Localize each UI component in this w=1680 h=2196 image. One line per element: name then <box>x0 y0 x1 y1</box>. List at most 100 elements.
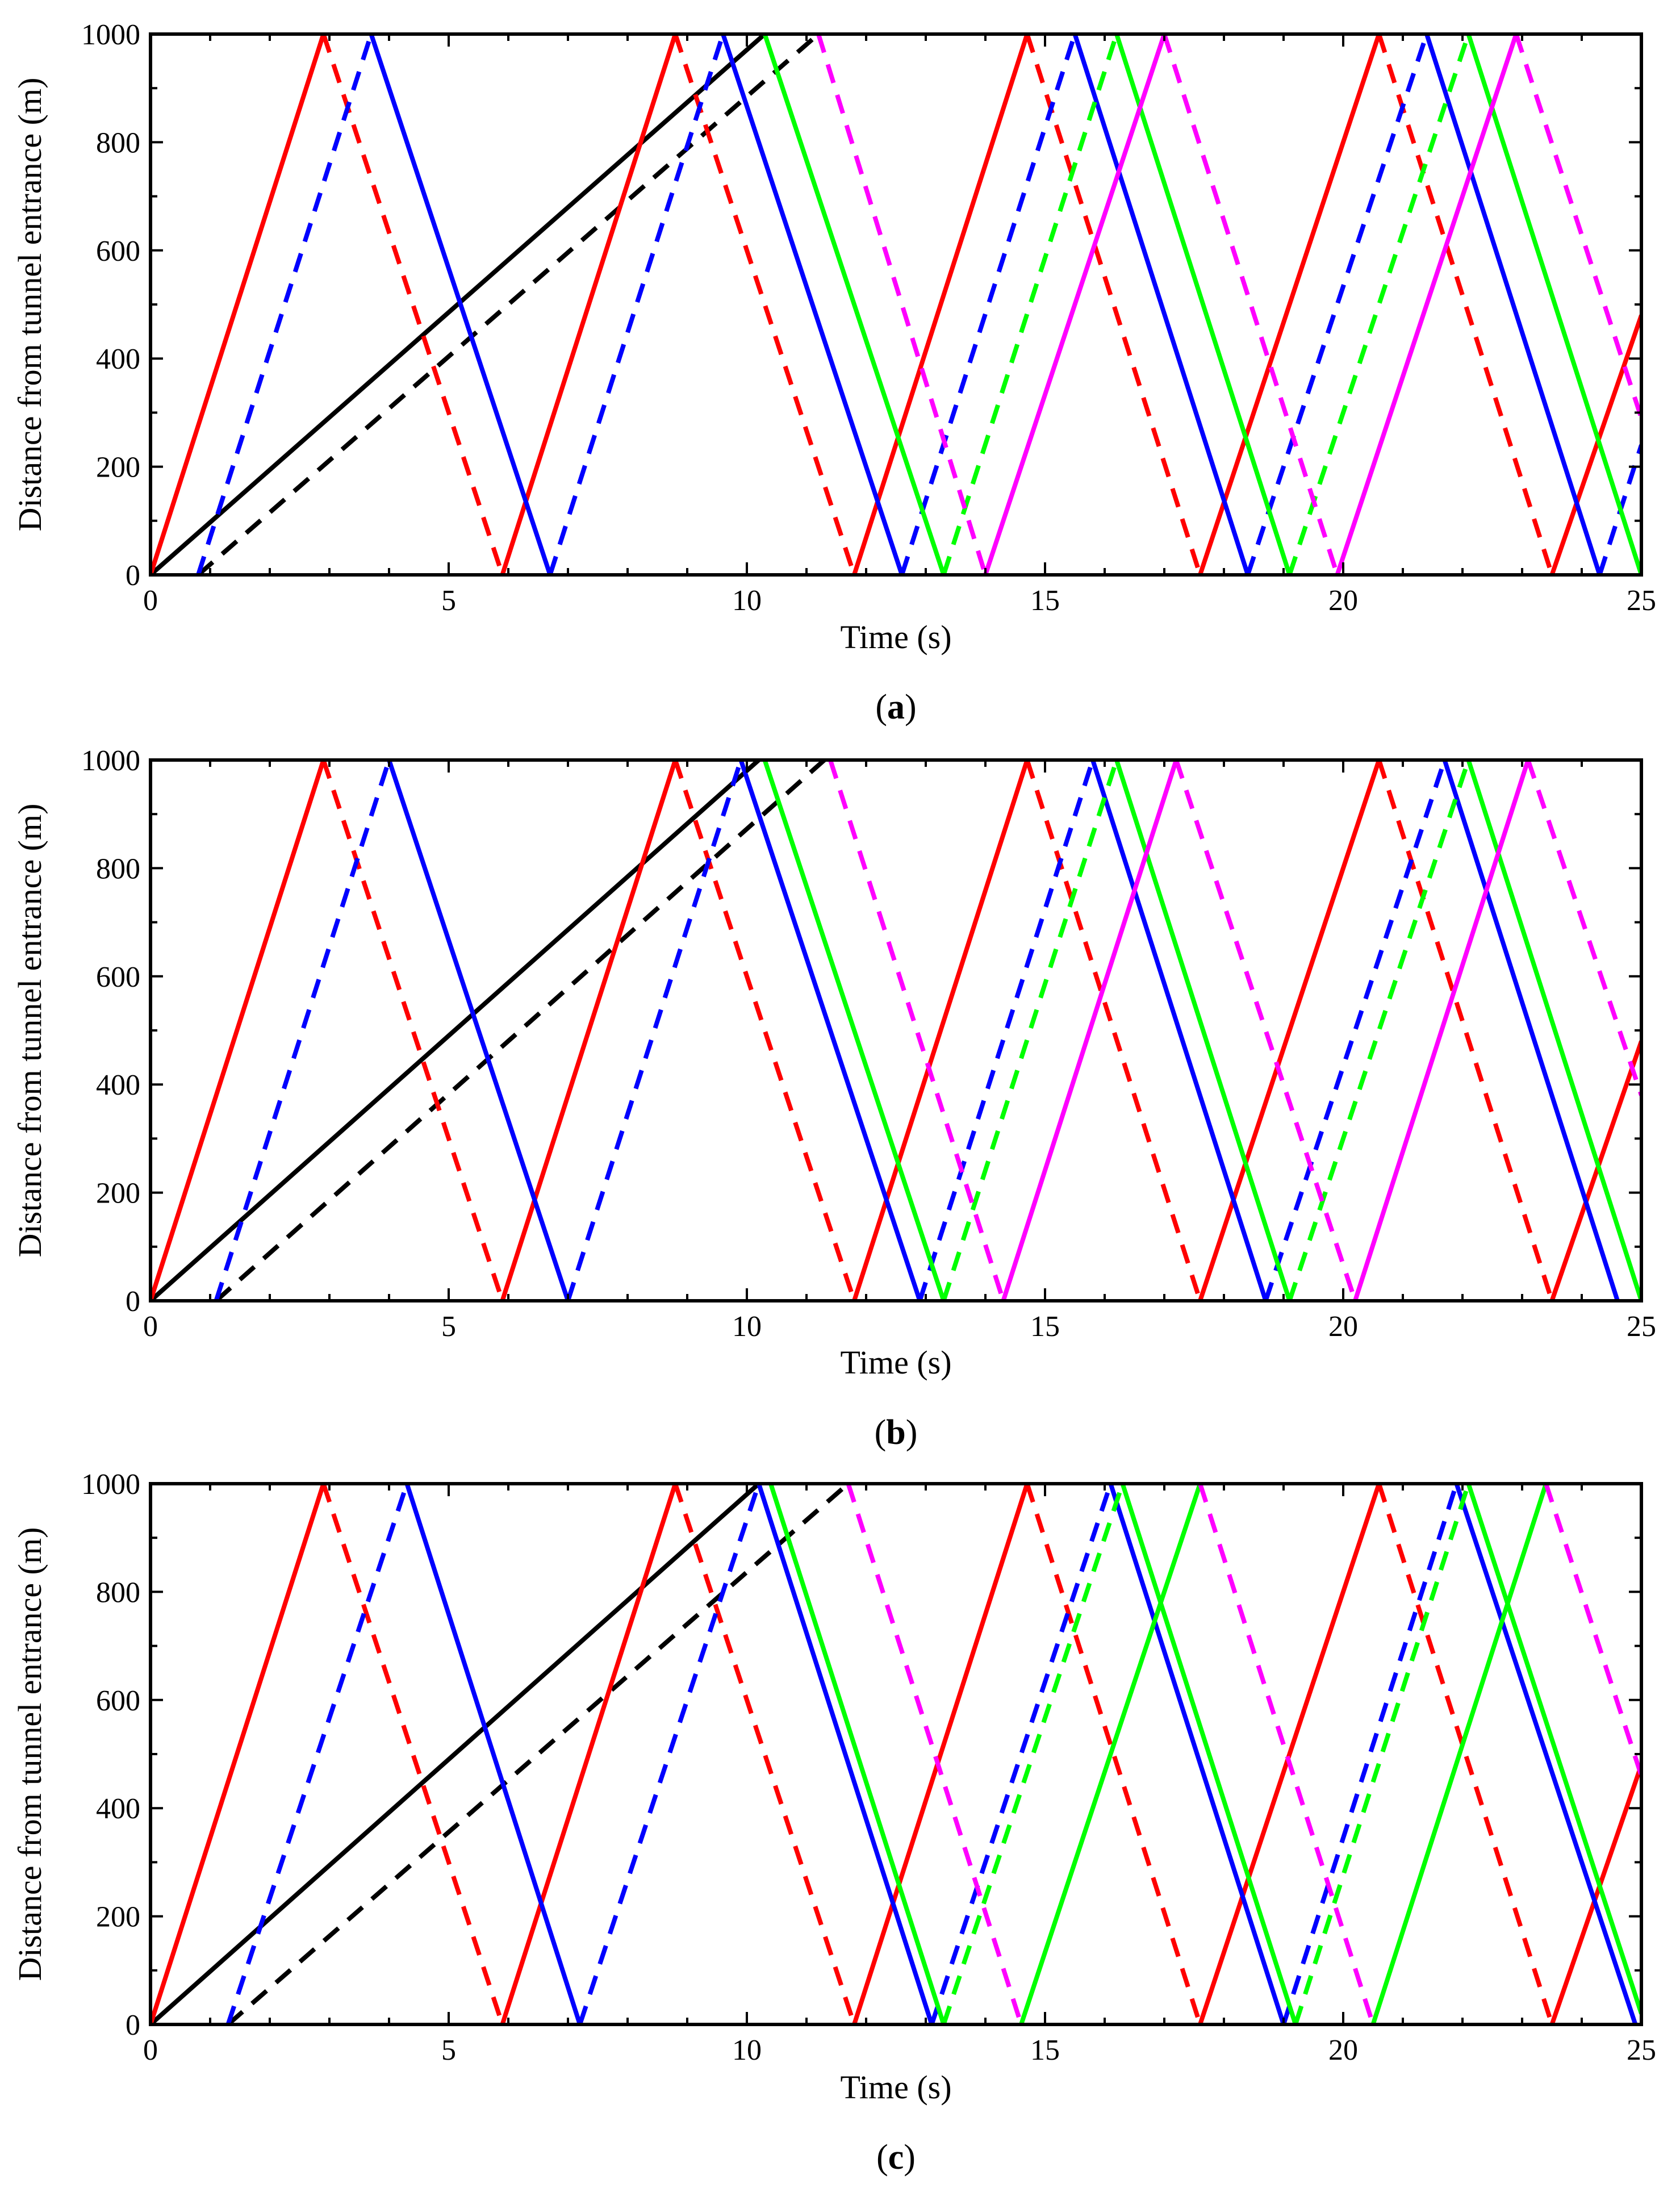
series-line-blue-dashed <box>225 1483 409 2026</box>
series-line-blue-solid <box>1442 759 1620 1302</box>
y-tick-label: 200 <box>96 1901 140 1934</box>
series-line-magenta-dashed <box>816 33 988 576</box>
panel-label: (b) <box>875 1413 918 1452</box>
series-line-magenta-solid <box>1335 33 1519 576</box>
panel-label-open: ( <box>875 688 887 727</box>
series-line-red-solid <box>1549 1764 1641 2026</box>
y-tick-label: 600 <box>96 235 140 268</box>
series-line-blue-dashed <box>929 1483 1113 2026</box>
y-tick-label: 400 <box>96 1793 140 1825</box>
series-line-blue-dashed <box>900 33 1077 576</box>
series-line-green-solid <box>768 1483 946 2026</box>
series-line-blue-solid <box>1090 759 1268 1302</box>
x-tick-label: 5 <box>441 585 456 617</box>
series-line-red-solid <box>1549 314 1641 576</box>
panel-label-close: ) <box>905 688 917 727</box>
series-line-red-dashed <box>673 33 856 576</box>
series-line-blue-solid <box>1454 1483 1638 2026</box>
y-tick-label: 200 <box>96 1178 140 1210</box>
y-tick-label: 800 <box>96 1576 140 1609</box>
series-line-magenta-solid <box>1353 759 1531 1302</box>
series-line-blue-dashed <box>196 33 374 576</box>
panel-label-open: ( <box>875 1413 887 1452</box>
y-tick-label: 800 <box>96 853 140 885</box>
x-tick-label: 0 <box>143 585 158 617</box>
series-line-red-dashed <box>1377 759 1554 1302</box>
series-line-train-dashed <box>197 32 820 577</box>
series-line-green-solid <box>1114 759 1292 1302</box>
panel-label-letter: b <box>886 1413 905 1452</box>
series-line-magenta-solid <box>983 33 1167 576</box>
series-line-magenta-solid <box>1001 759 1178 1302</box>
series-line-magenta-dashed <box>1544 1483 1641 1777</box>
panel-label-letter: c <box>888 2138 904 2177</box>
panel-label-open: ( <box>876 2138 888 2177</box>
y-axis-title: Distance from tunnel entrance (m) <box>11 1527 48 1981</box>
series-line-red-solid <box>852 33 1030 576</box>
chart-panel-a: 0 5 10 15 20 25 0 200 400 600 800 1000 Time (s) Dista… <box>11 19 1656 727</box>
series-line-red-solid <box>1198 1483 1381 2026</box>
x-tick-label: 15 <box>1030 1310 1060 1343</box>
series-line-train-solid <box>151 1482 760 2026</box>
series-line-red-solid <box>500 759 678 1302</box>
x-tick-label: 10 <box>732 2034 762 2066</box>
series-line-magenta-dashed <box>846 1483 1023 2026</box>
x-tick-label: 5 <box>441 1310 456 1343</box>
panel-label-letter: a <box>887 688 905 727</box>
series-line-green-dashed <box>1287 33 1471 576</box>
series-line-red-dashed <box>673 1483 856 2026</box>
x-tick-label: 0 <box>143 2034 158 2066</box>
series-line-red-dashed <box>321 1483 505 2026</box>
series-line-blue-solid <box>1072 33 1250 576</box>
x-tick-label: 20 <box>1328 2034 1358 2066</box>
series-line-blue-dashed <box>1281 1483 1459 2026</box>
y-tick-label: 1000 <box>81 19 140 51</box>
series-group <box>151 32 1641 577</box>
y-tick-label: 600 <box>96 1685 140 1717</box>
y-tick-label: 0 <box>126 1285 140 1318</box>
plot-frame <box>149 1482 1643 2026</box>
series-line-red-solid <box>500 33 678 576</box>
series-line-train-dashed <box>214 758 826 1302</box>
series-line-green-dashed <box>941 33 1119 576</box>
y-tick-label: 200 <box>96 452 140 484</box>
series-line-red-solid <box>151 33 326 576</box>
series-line-blue-solid <box>369 33 553 576</box>
series-line-blue-solid <box>404 1483 582 2026</box>
series-line-blue-dashed <box>1246 33 1429 576</box>
series-line-red-solid <box>1198 759 1381 1302</box>
series-line-red-dashed <box>673 759 856 1302</box>
x-tick-label: 10 <box>732 1310 762 1343</box>
series-line-blue-dashed <box>917 759 1095 1302</box>
series-line-blue-solid <box>738 759 922 1302</box>
y-tick-label: 0 <box>126 560 140 592</box>
y-tick-label: 800 <box>96 127 140 159</box>
series-line-red-solid <box>500 1483 678 2026</box>
x-axis-title: Time (s) <box>840 1344 951 1381</box>
series-line-green-solid <box>1114 33 1292 576</box>
series-line-green-solid <box>1019 1483 1202 2026</box>
series-group <box>151 1481 1641 2027</box>
y-tick-label: 0 <box>126 2009 140 2041</box>
x-tick-label: 25 <box>1627 585 1656 617</box>
chart-panel-c: 0 5 10 15 20 25 0 200 400 600 800 1000 Time (s) Dista… <box>11 1468 1656 2177</box>
series-line-red-solid <box>1198 33 1381 576</box>
series-line-green-solid <box>762 759 946 1302</box>
series-line-red-solid <box>151 1483 326 2026</box>
series-line-red-dashed <box>1025 33 1202 576</box>
series-line-red-solid <box>151 759 326 1302</box>
x-tick-label: 25 <box>1627 1310 1656 1343</box>
series-line-train-solid <box>151 758 760 1302</box>
series-line-blue-dashed <box>548 33 725 576</box>
series-line-magenta-dashed <box>1162 33 1340 576</box>
y-tick-label: 600 <box>96 961 140 993</box>
panel-label-close: ) <box>906 1413 918 1452</box>
x-tick-label: 5 <box>441 2034 456 2066</box>
x-tick-label: 15 <box>1030 2034 1060 2066</box>
x-tick-label: 0 <box>143 1310 158 1343</box>
series-line-train-dashed <box>226 1481 850 2027</box>
plot-frame <box>149 32 1643 577</box>
series-line-magenta-dashed <box>1514 33 1641 419</box>
x-tick-label: 25 <box>1627 2034 1656 2066</box>
